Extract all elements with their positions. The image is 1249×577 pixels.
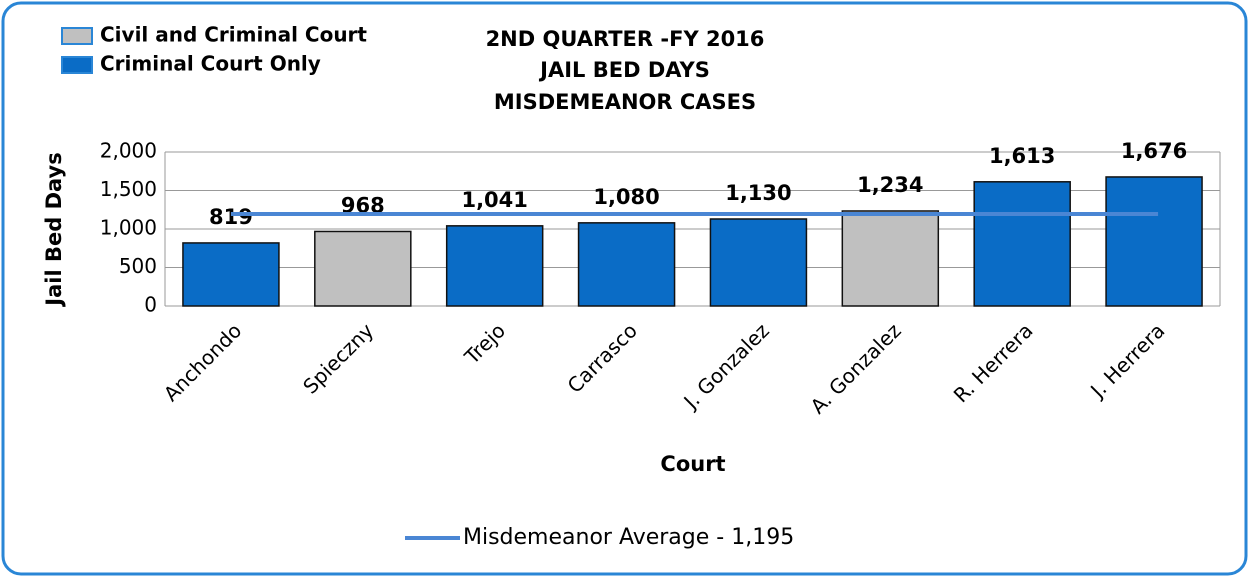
value-label: 1,080: [593, 185, 659, 209]
chart-title: JAIL BED DAYS: [538, 58, 710, 82]
bar: [314, 230, 412, 307]
value-label: 1,234: [857, 173, 923, 197]
x-axis-title: Court: [660, 452, 725, 476]
y-axis-title: Jail Bed Days: [42, 152, 66, 307]
bar: [973, 181, 1071, 307]
y-tick-label: 1,000: [100, 216, 157, 240]
bar: [577, 222, 676, 307]
bar: [182, 242, 280, 307]
y-tick-label: 0: [144, 293, 157, 317]
legend-swatch: [61, 27, 93, 45]
bar: [709, 218, 808, 307]
bar: [1105, 176, 1203, 307]
value-label: 1,676: [1121, 139, 1187, 163]
legend-label: Civil and Criminal Court: [100, 23, 367, 47]
value-label: 1,130: [725, 181, 791, 205]
value-label: 819: [209, 205, 253, 229]
legend-label: Criminal Court Only: [100, 52, 321, 76]
bar: [445, 225, 544, 307]
y-tick-label: 2,000: [100, 139, 157, 163]
chart-title: MISDEMEANOR CASES: [494, 90, 756, 114]
chart-title: 2ND QUARTER -FY 2016: [486, 27, 765, 51]
legend-swatch: [61, 56, 93, 74]
value-label: 1,041: [461, 188, 527, 212]
legend-label: Misdemeanor Average - 1,195: [463, 525, 794, 550]
value-label: 1,613: [989, 144, 1055, 168]
y-tick-label: 500: [119, 254, 157, 278]
y-tick-label: 1,500: [100, 177, 157, 201]
bar: [841, 210, 940, 307]
